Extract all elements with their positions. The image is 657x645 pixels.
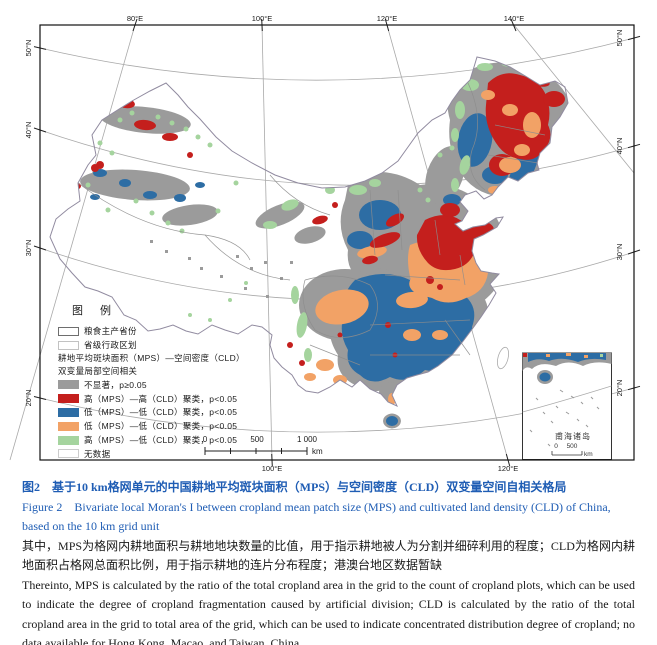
- gray-speckles: [150, 240, 293, 298]
- scale-bar: [204, 447, 308, 455]
- inset-scale-500: 500: [567, 443, 578, 450]
- legend-class-high-low: 高（MPS）—低（CLD）聚类，p<0.05: [58, 433, 288, 447]
- figure-caption: 图2 基于10 km格网单元的中国耕地平均斑块面积（MPS）与空间密度（CLD）…: [22, 478, 635, 645]
- scale-unit: km: [312, 447, 323, 456]
- provincial-division-swatch: [58, 340, 79, 350]
- legend-class-label: 无数据: [84, 448, 111, 459]
- caption-title-zh: 图2 基于10 km格网单元的中国耕地平均斑块面积（MPS）与空间密度（CLD）…: [22, 480, 567, 494]
- axis-left-30n: 30°N: [24, 240, 33, 257]
- low-low-blue-swatch: [58, 407, 79, 417]
- map-frame: [39, 24, 635, 461]
- legend-item-provincial-divisions: 省级行政区划: [58, 338, 288, 352]
- inset-scale-unit: km: [584, 451, 593, 458]
- legend-title: 图 例: [72, 305, 119, 317]
- axis-left-50n: 50°N: [24, 40, 33, 57]
- scale-label-1000: 1 000: [297, 435, 318, 444]
- inset-scale-0: 0: [554, 443, 558, 450]
- high-low-swatch: [58, 435, 79, 445]
- axis-left-40n: 40°N: [24, 122, 33, 139]
- legend-class-label: 不显著，p≥0.05: [84, 379, 147, 390]
- not-significant-swatch: [58, 380, 79, 390]
- legend: 图 例 粮食主产省份 省级行政区划 耕地平均斑块面积（MPS）—空间密度（CLD…: [58, 302, 288, 461]
- axis-right-20n: 20°N: [615, 380, 624, 397]
- axis-bottom-100e: 100°E: [262, 464, 283, 473]
- caption-title-en: Figure 2 Bivariate local Moran's I betwe…: [22, 499, 611, 534]
- axis-right-30n: 30°N: [615, 244, 624, 261]
- inset-title: 南海诸岛: [555, 431, 591, 441]
- major-grain-province-swatch: [58, 326, 79, 336]
- low-low-orange-swatch: [58, 421, 79, 431]
- legend-class-no-data: 无数据: [58, 447, 288, 461]
- legend-class-low-low-orange: 低（MPS）—低（CLD）聚类，p<0.05: [58, 419, 288, 433]
- province-boundaries: [77, 82, 546, 366]
- axis-left-20n: 20°N: [24, 390, 33, 407]
- legend-class-low-low-blue: 低（MPS）—低（CLD）聚类，p<0.05: [58, 406, 288, 420]
- legend-class-label: 低（MPS）—低（CLD）聚类，p<0.05: [84, 407, 238, 418]
- axis-top-100e: 100°E: [252, 14, 273, 23]
- legend-item-label: 粮食主产省份: [84, 326, 137, 336]
- no-data-swatch: [58, 449, 79, 459]
- legend-class-label: 低（MPS）—低（CLD）聚类，p<0.05: [84, 421, 238, 432]
- legend-class-label: 高（MPS）—低（CLD）聚类，p<0.05: [84, 435, 238, 446]
- legend-item-label: 省级行政区划: [84, 340, 137, 350]
- axis-bottom-120e: 120°E: [498, 464, 519, 473]
- axis-right-40n: 40°N: [615, 138, 624, 155]
- inset-islets: [529, 389, 600, 447]
- taiwan-outline: [496, 346, 510, 370]
- legend-item-major-grain-provinces: 粮食主产省份: [58, 324, 288, 338]
- axis-top-80e: 80°E: [127, 14, 143, 23]
- axis-labels: 80°E 100°E 120°E 140°E 100°E 120°E 50°N …: [24, 14, 624, 473]
- national-boundary: [49, 56, 569, 407]
- high-high-swatch: [58, 394, 79, 404]
- inset-map: 南海诸岛 0 500 km: [522, 352, 612, 460]
- scale-label-500: 500: [250, 435, 264, 444]
- legend-class-high-high: 高（MPS）—高（CLD）聚类，p<0.05: [58, 392, 288, 406]
- legend-class-not-significant: 不显著，p≥0.05: [58, 378, 288, 392]
- axis-right-50n: 50°N: [615, 30, 624, 47]
- caption-note-zh: 其中，MPS为格网内耕地面积与耕地地块数量的比值，用于指示耕地被人为分割并细碎利…: [22, 538, 635, 573]
- cluster-layer-high-low: [85, 59, 568, 362]
- caption-note-en: Thereinto, MPS is calculated by the rati…: [22, 577, 635, 645]
- axis-top-120e: 120°E: [377, 14, 398, 23]
- cluster-layer-orange-over: [304, 90, 541, 405]
- legend-variable-title-line1: 耕地平均斑块面积（MPS）—空间密度（CLD）: [58, 353, 245, 363]
- legend-class-label: 高（MPS）—高（CLD）聚类，p<0.05: [84, 393, 238, 404]
- scale-label-0: 0: [203, 435, 208, 444]
- axis-top-140e: 140°E: [504, 14, 525, 23]
- legend-variable-title-line2: 双变量局部空间相关: [58, 366, 138, 376]
